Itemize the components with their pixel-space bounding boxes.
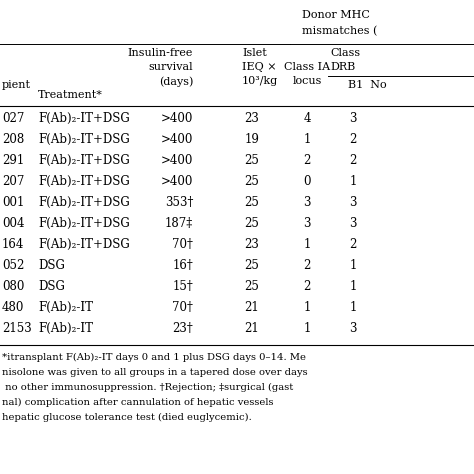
Text: 3: 3 [303, 196, 311, 209]
Text: 1: 1 [349, 259, 357, 272]
Text: DSG: DSG [38, 259, 65, 272]
Text: 2153: 2153 [2, 322, 32, 335]
Text: 2: 2 [349, 133, 357, 146]
Text: 001: 001 [2, 196, 24, 209]
Text: 2: 2 [349, 238, 357, 251]
Text: 480: 480 [2, 301, 24, 314]
Text: 21: 21 [245, 322, 259, 335]
Text: 1: 1 [349, 175, 357, 188]
Text: 2: 2 [349, 154, 357, 167]
Text: 25: 25 [245, 175, 259, 188]
Text: locus: locus [292, 76, 322, 86]
Text: Treatment*: Treatment* [38, 90, 103, 100]
Text: Class: Class [330, 48, 360, 58]
Text: 21: 21 [245, 301, 259, 314]
Text: nisolone was given to all groups in a tapered dose over days: nisolone was given to all groups in a ta… [2, 368, 308, 377]
Text: 1: 1 [349, 301, 357, 314]
Text: F(Ab)₂-IT: F(Ab)₂-IT [38, 301, 93, 314]
Text: 164: 164 [2, 238, 24, 251]
Text: F(Ab)₂-IT+DSG: F(Ab)₂-IT+DSG [38, 154, 130, 167]
Text: >400: >400 [161, 175, 193, 188]
Text: >400: >400 [161, 133, 193, 146]
Text: 353†: 353† [164, 196, 193, 209]
Text: *itransplant F(Ab)₂-IT days 0 and 1 plus DSG days 0–14. Me: *itransplant F(Ab)₂-IT days 0 and 1 plus… [2, 353, 306, 362]
Text: F(Ab)₂-IT+DSG: F(Ab)₂-IT+DSG [38, 175, 130, 188]
Text: 1: 1 [303, 301, 310, 314]
Text: F(Ab)₂-IT+DSG: F(Ab)₂-IT+DSG [38, 133, 130, 146]
Text: IEQ ×: IEQ × [242, 62, 277, 72]
Text: 2: 2 [303, 259, 310, 272]
Text: 080: 080 [2, 280, 24, 293]
Text: >400: >400 [161, 112, 193, 125]
Text: DRB: DRB [330, 62, 355, 72]
Text: 3: 3 [349, 322, 357, 335]
Text: Islet: Islet [242, 48, 267, 58]
Text: F(Ab)₂-IT+DSG: F(Ab)₂-IT+DSG [38, 217, 130, 230]
Text: mismatches (: mismatches ( [302, 26, 377, 36]
Text: 3: 3 [303, 217, 311, 230]
Text: no other immunosuppression. †Rejection; ‡surgical (gast: no other immunosuppression. †Rejection; … [2, 383, 293, 392]
Text: 23†: 23† [172, 322, 193, 335]
Text: 1: 1 [303, 238, 310, 251]
Text: 25: 25 [245, 259, 259, 272]
Text: 25: 25 [245, 196, 259, 209]
Text: F(Ab)₂-IT: F(Ab)₂-IT [38, 322, 93, 335]
Text: 2: 2 [303, 154, 310, 167]
Text: F(Ab)₂-IT+DSG: F(Ab)₂-IT+DSG [38, 196, 130, 209]
Text: nal) complication after cannulation of hepatic vessels: nal) complication after cannulation of h… [2, 398, 273, 407]
Text: 25: 25 [245, 280, 259, 293]
Text: 027: 027 [2, 112, 24, 125]
Text: >400: >400 [161, 154, 193, 167]
Text: survival: survival [148, 62, 193, 72]
Text: 1: 1 [303, 133, 310, 146]
Text: hepatic glucose tolerance test (died euglycemic).: hepatic glucose tolerance test (died eug… [2, 413, 252, 422]
Text: 23: 23 [245, 112, 259, 125]
Text: (days): (days) [159, 76, 193, 87]
Text: 19: 19 [245, 133, 259, 146]
Text: Donor MHC: Donor MHC [302, 10, 370, 20]
Text: pient: pient [2, 80, 31, 90]
Text: 187‡: 187‡ [165, 217, 193, 230]
Text: 70†: 70† [172, 238, 193, 251]
Text: 3: 3 [349, 196, 357, 209]
Text: 3: 3 [349, 112, 357, 125]
Text: 25: 25 [245, 217, 259, 230]
Text: 208: 208 [2, 133, 24, 146]
Text: F(Ab)₂-IT+DSG: F(Ab)₂-IT+DSG [38, 112, 130, 125]
Text: DSG: DSG [38, 280, 65, 293]
Text: 15†: 15† [172, 280, 193, 293]
Text: 25: 25 [245, 154, 259, 167]
Text: 0: 0 [303, 175, 311, 188]
Text: 4: 4 [303, 112, 311, 125]
Text: 23: 23 [245, 238, 259, 251]
Text: 10³/kg: 10³/kg [242, 76, 278, 86]
Text: 1: 1 [303, 322, 310, 335]
Text: 052: 052 [2, 259, 24, 272]
Text: B1  No: B1 No [348, 80, 387, 90]
Text: 70†: 70† [172, 301, 193, 314]
Text: 1: 1 [349, 280, 357, 293]
Text: Insulin-free: Insulin-free [128, 48, 193, 58]
Text: 207: 207 [2, 175, 24, 188]
Text: 2: 2 [303, 280, 310, 293]
Text: 3: 3 [349, 217, 357, 230]
Text: Class IA: Class IA [284, 62, 330, 72]
Text: F(Ab)₂-IT+DSG: F(Ab)₂-IT+DSG [38, 238, 130, 251]
Text: 004: 004 [2, 217, 25, 230]
Text: 291: 291 [2, 154, 24, 167]
Text: 16†: 16† [172, 259, 193, 272]
